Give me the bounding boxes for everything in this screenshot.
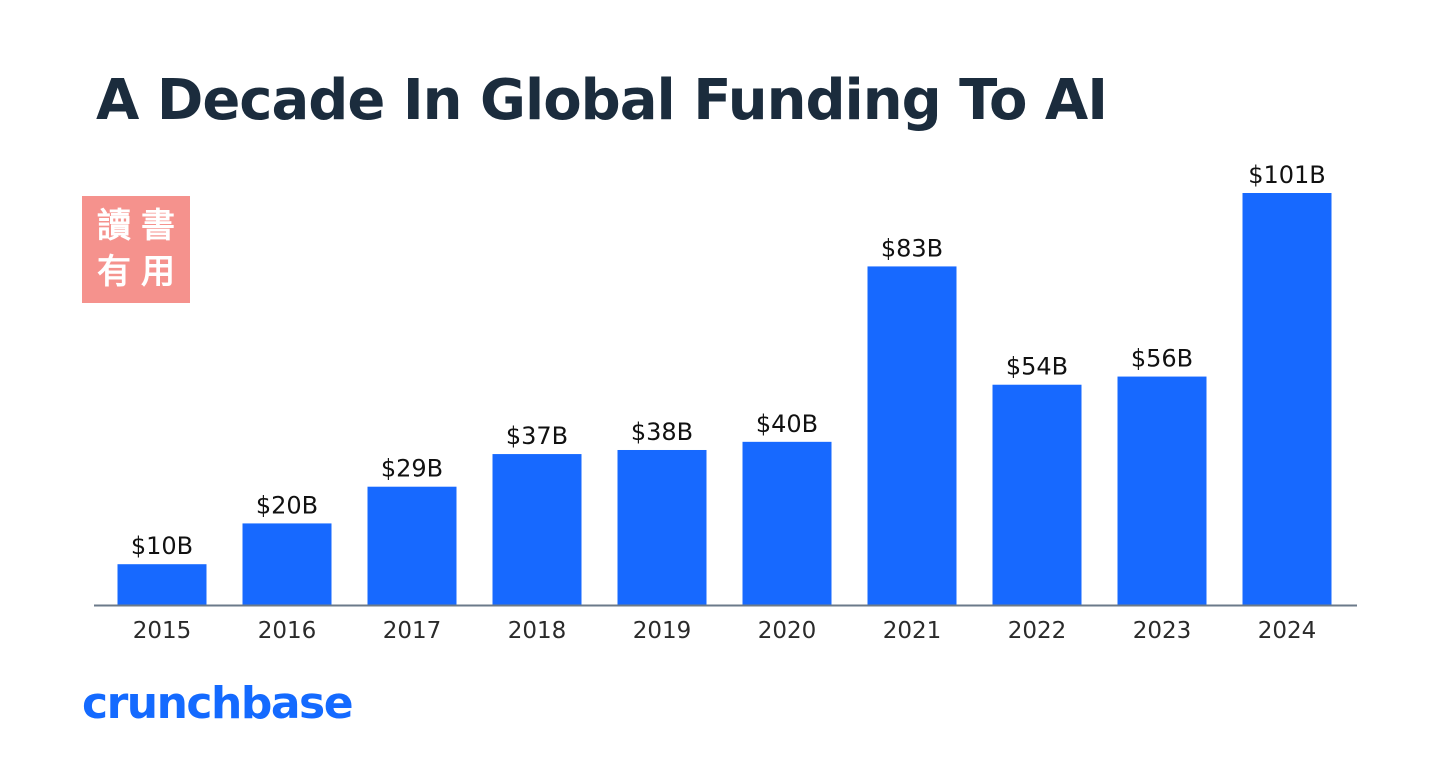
stamp-char: 用: [141, 251, 175, 292]
x-tick-label-2019: 2019: [633, 618, 692, 644]
value-label-2024: $101B: [1248, 161, 1326, 189]
x-tick-label-2024: 2024: [1258, 618, 1317, 644]
bar-2024: [1242, 193, 1332, 605]
value-label-2018: $37B: [506, 422, 568, 450]
bar-2015: [117, 564, 207, 605]
bar-2022: [992, 384, 1082, 605]
bar-2021: [867, 266, 957, 605]
value-label-2016: $20B: [256, 491, 318, 519]
bar-2018: [492, 454, 582, 605]
bars-group: $10B 2015 $20B 2016 $29B 2017 $37B 2018 $38B 2019…: [117, 161, 1332, 644]
value-label-2023: $56B: [1131, 345, 1193, 373]
x-tick-label-2022: 2022: [1008, 618, 1067, 644]
bar-2017: [367, 486, 457, 605]
bar-2020: [742, 441, 832, 605]
value-label-2019: $38B: [631, 418, 693, 446]
x-tick-label-2015: 2015: [133, 618, 192, 644]
x-tick-label-2016: 2016: [258, 618, 317, 644]
stamp-char: 書: [141, 206, 175, 246]
bar-2019: [617, 449, 707, 605]
crunchbase-logo: crunchbase: [82, 678, 354, 729]
stamp-char: 有: [97, 251, 131, 292]
x-tick-label-2023: 2023: [1133, 618, 1192, 644]
value-label-2020: $40B: [756, 410, 818, 438]
value-label-2022: $54B: [1006, 353, 1068, 381]
bar-2023: [1117, 376, 1207, 605]
seal-stamp: 讀 書 有 用: [82, 196, 190, 303]
value-label-2021: $83B: [881, 234, 943, 262]
x-tick-label-2021: 2021: [883, 618, 942, 644]
chart-title: A Decade In Global Funding To AI: [96, 68, 1108, 133]
value-label-2017: $29B: [381, 455, 443, 483]
stamp-char: 讀: [97, 206, 131, 246]
value-label-2015: $10B: [131, 532, 193, 560]
x-tick-label-2017: 2017: [383, 618, 442, 644]
bar-2016: [242, 523, 332, 605]
x-tick-label-2018: 2018: [508, 618, 567, 644]
x-tick-label-2020: 2020: [758, 618, 817, 644]
